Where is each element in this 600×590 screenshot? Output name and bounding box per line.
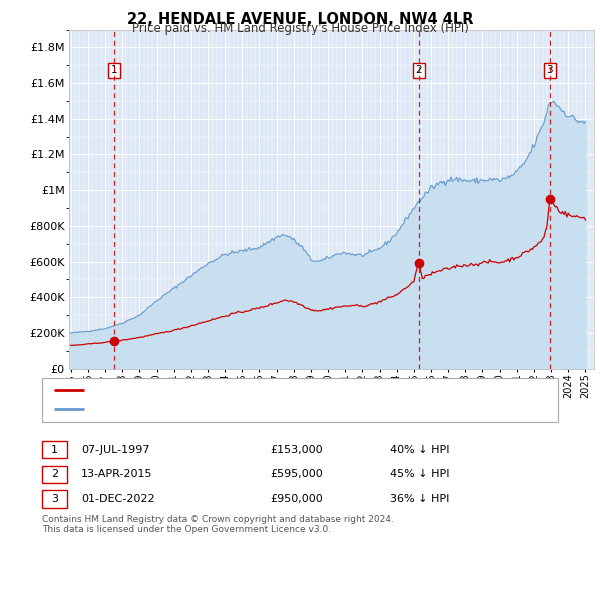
Text: 36% ↓ HPI: 36% ↓ HPI [390,494,449,504]
Text: £595,000: £595,000 [270,470,323,479]
Text: 40% ↓ HPI: 40% ↓ HPI [390,445,449,454]
Text: 3: 3 [51,494,58,504]
Text: 3: 3 [547,65,553,75]
Text: 1: 1 [51,445,58,454]
Text: 2: 2 [415,65,422,75]
Text: 07-JUL-1997: 07-JUL-1997 [81,445,149,454]
Text: This data is licensed under the Open Government Licence v3.0.: This data is licensed under the Open Gov… [42,525,331,534]
Text: £153,000: £153,000 [270,445,323,454]
Text: £950,000: £950,000 [270,494,323,504]
Text: 13-APR-2015: 13-APR-2015 [81,470,152,479]
Text: 22, HENDALE AVENUE, LONDON, NW4 4LR: 22, HENDALE AVENUE, LONDON, NW4 4LR [127,12,473,27]
Text: 22, HENDALE AVENUE, LONDON, NW4 4LR (detached house): 22, HENDALE AVENUE, LONDON, NW4 4LR (det… [90,385,405,395]
Text: Contains HM Land Registry data © Crown copyright and database right 2024.: Contains HM Land Registry data © Crown c… [42,515,394,524]
Text: 01-DEC-2022: 01-DEC-2022 [81,494,155,504]
Text: 2: 2 [51,470,58,479]
Text: 45% ↓ HPI: 45% ↓ HPI [390,470,449,479]
Text: HPI: Average price, detached house, Barnet: HPI: Average price, detached house, Barn… [90,405,318,414]
Text: Price paid vs. HM Land Registry's House Price Index (HPI): Price paid vs. HM Land Registry's House … [131,22,469,35]
Text: 1: 1 [110,65,117,75]
